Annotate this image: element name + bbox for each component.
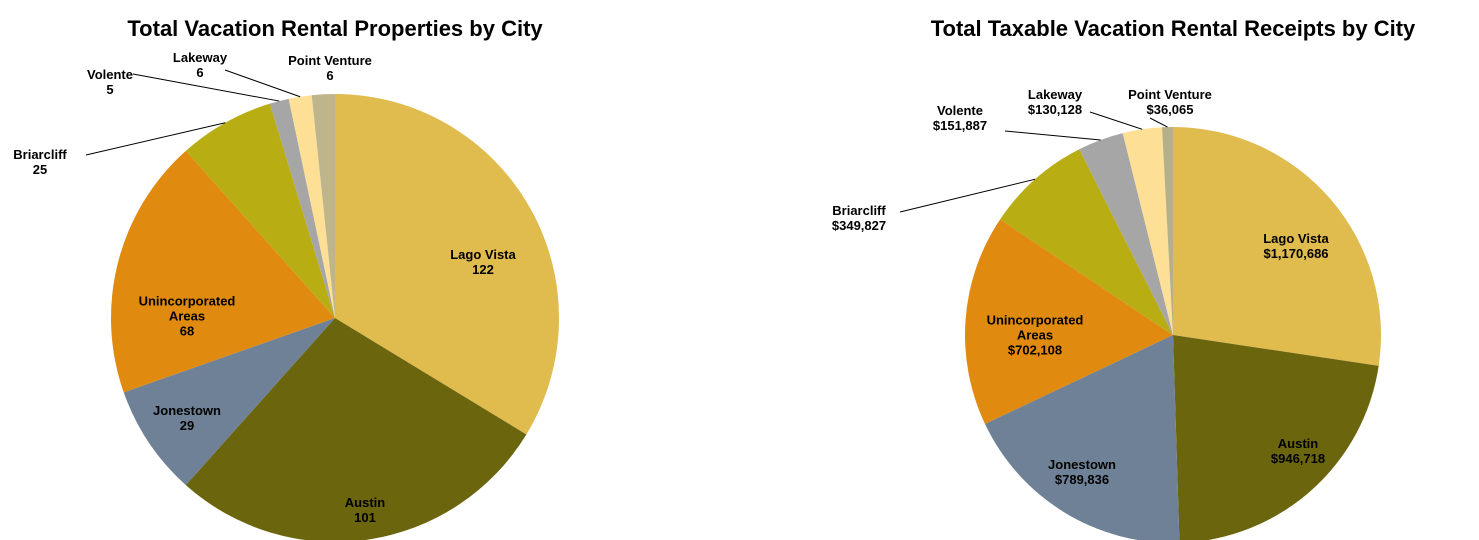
chart-title: Total Vacation Rental Properties by City (127, 16, 543, 41)
value-label: $349,827 (831, 218, 887, 233)
value-label: 68 (179, 323, 195, 339)
pie-slice (1079, 133, 1173, 335)
value-label: $36,065 (1146, 102, 1194, 117)
leader-line (1149, 117, 1168, 128)
value-label: 101 (354, 510, 376, 525)
pie-slice (335, 94, 559, 435)
data-label: Unincorporated Areas 68 (122, 294, 252, 339)
value-label: 29 (179, 418, 195, 433)
category-label: Lago Vista (1263, 231, 1329, 246)
value-label: $130,128 (1027, 102, 1083, 117)
category-label: Lakeway (1027, 87, 1083, 102)
leader-line (1004, 130, 1101, 141)
value-label: $946,718 (1270, 451, 1326, 466)
chart-title: Total Taxable Vacation Rental Receipts b… (930, 16, 1416, 41)
value-label: $702,108 (1007, 342, 1063, 358)
pie-slice (1000, 149, 1173, 335)
data-label: Point Venture 6 (288, 53, 372, 83)
leader-line (132, 73, 280, 102)
category-label: Unincorporated Areas (138, 293, 236, 324)
pie-slice (185, 318, 527, 540)
value-label: 25 (32, 162, 48, 177)
pie-slice (984, 335, 1180, 540)
leader-line (224, 69, 301, 98)
category-label: Austin (344, 495, 386, 510)
data-label: Volente 5 (87, 67, 133, 97)
category-label: Briarcliff (13, 147, 67, 162)
category-label: Jonestown (153, 403, 221, 418)
pie-slice (965, 219, 1173, 424)
data-label: Lago Vista 122 (450, 247, 516, 277)
category-label: Lago Vista (450, 247, 516, 262)
pie-slice (1173, 127, 1381, 366)
value-label: $789,836 (1054, 472, 1110, 487)
data-label: Austin $946,718 (1271, 436, 1325, 466)
category-label: Jonestown (1048, 457, 1116, 472)
data-label: Briarcliff 25 (13, 147, 66, 177)
data-label: Lakeway 6 (173, 50, 227, 80)
data-label: Lakeway $130,128 (1028, 87, 1082, 117)
category-label: Point Venture (288, 53, 372, 68)
pie-slice (111, 150, 335, 393)
data-label: Volente $151,887 (933, 103, 987, 133)
category-label: Unincorporated Areas (986, 312, 1084, 343)
value-label: 122 (472, 262, 494, 277)
category-label: Volente (936, 103, 983, 118)
value-label: $1,170,686 (1263, 246, 1329, 261)
pie-slice (311, 94, 335, 318)
category-label: Lakeway (172, 50, 228, 65)
data-label: Briarcliff $349,827 (832, 203, 886, 233)
value-label: 6 (326, 68, 334, 83)
data-label: Unincorporated Areas $702,108 (970, 313, 1100, 358)
category-label: Volente (87, 67, 133, 82)
value-label: 6 (196, 65, 204, 80)
pie-slice (1161, 127, 1173, 335)
pie-slice (1173, 335, 1379, 540)
category-label: Briarcliff (832, 203, 886, 218)
pie-slice (288, 95, 335, 318)
category-label: Point Venture (1128, 87, 1212, 102)
pie-slice (185, 103, 335, 318)
data-label: Point Venture $36,065 (1128, 87, 1212, 117)
data-label: Lago Vista $1,170,686 (1263, 231, 1329, 261)
pie-slice (269, 98, 335, 319)
category-label: Austin (1277, 436, 1319, 451)
pie-slice (1122, 127, 1173, 335)
value-label: 5 (106, 82, 114, 97)
value-label: $151,887 (932, 118, 988, 133)
pie-slice (123, 318, 335, 486)
leader-line (899, 178, 1036, 213)
leader-line (85, 122, 226, 156)
data-label: Jonestown 29 (153, 403, 221, 433)
data-label: Jonestown $789,836 (1048, 457, 1116, 487)
leader-line (1089, 111, 1143, 130)
data-label: Austin 101 (345, 495, 385, 525)
